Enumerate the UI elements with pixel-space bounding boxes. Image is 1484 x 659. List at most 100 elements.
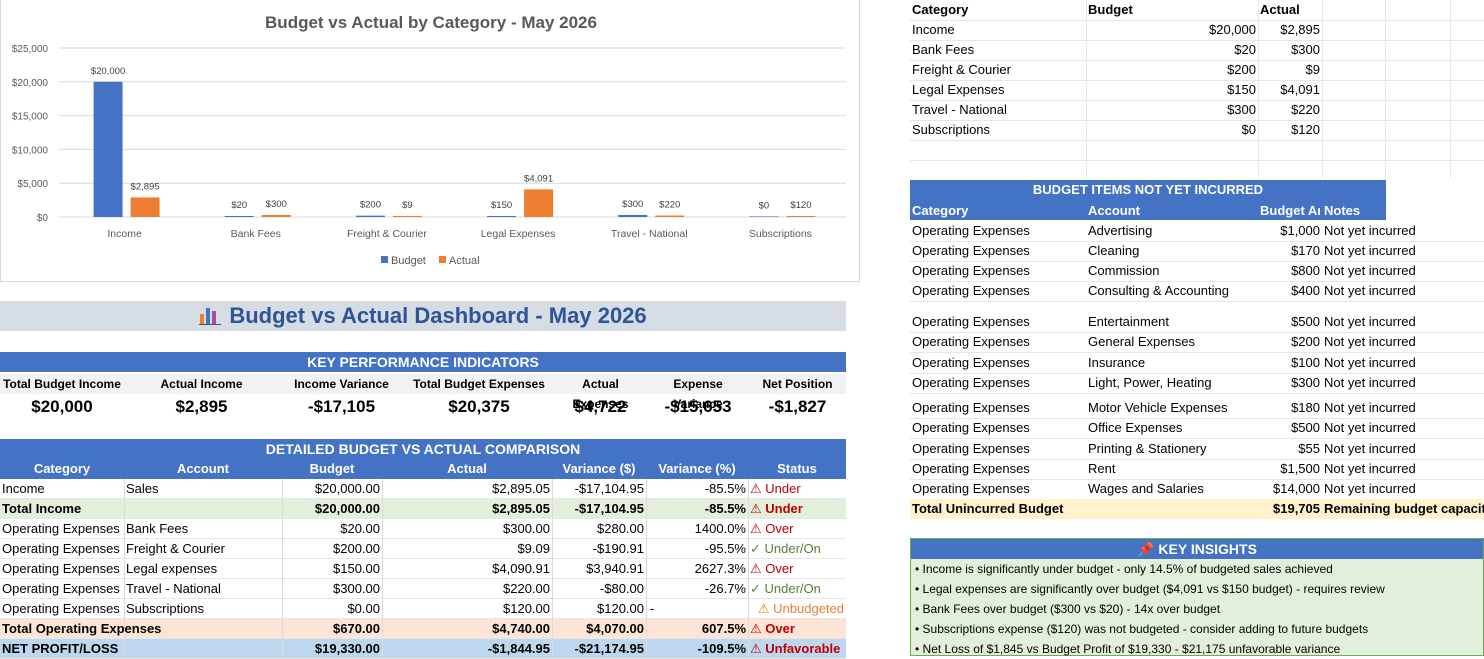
detail-cell-account	[126, 499, 280, 519]
bar-budget	[355, 215, 385, 217]
kpi-header: Total Budget Income	[0, 374, 124, 394]
kpi-value: -$1,827	[768, 397, 827, 416]
unincurred-cell: Not yet incurred	[1324, 420, 1416, 435]
summary-cell: $300	[1227, 102, 1256, 117]
detail-cell-category: Operating Expenses	[2, 581, 120, 596]
grid-line	[910, 479, 1484, 480]
grid-line	[910, 393, 1484, 394]
table-row[interactable]: Income Sales $20,000.00 $2,895.05 -$17,104.9…	[0, 479, 846, 499]
pushpin-icon: 📌	[1137, 541, 1155, 557]
summary-cell: $0	[1241, 122, 1256, 137]
grid-line	[910, 352, 1484, 353]
unincurred-cell: Entertainment	[1088, 314, 1169, 329]
detail-cell-status: ⚠ Under	[750, 481, 801, 496]
grid-line	[910, 281, 1484, 282]
summary-cell: Freight & Courier	[912, 62, 1011, 77]
detail-cell-var: -$190.91	[592, 541, 644, 556]
detail-cell-pct: 2627.3%	[694, 561, 746, 576]
detail-cell-status: ⚠ Unfavorable	[750, 641, 841, 656]
dashboard-title: Budget vs Actual Dashboard - May 2026	[0, 301, 846, 331]
unincurred-cell: Advertising	[1088, 223, 1153, 238]
unincurred-cell: Consulting & Accounting	[1088, 283, 1229, 298]
detail-cell-var: -$80.00	[599, 581, 644, 596]
detail-cell-category: Total Operating Expenses	[2, 621, 162, 636]
insight-item: • Legal expenses are significantly over …	[915, 582, 1385, 596]
unincurred-cell: Not yet incurred	[1324, 375, 1416, 390]
unincurred-cell: $500	[1291, 314, 1320, 329]
kpi-header: Actual Expenses	[554, 374, 647, 411]
unincurred-cell: General Expenses	[1088, 334, 1195, 349]
summary-cell: $300	[1291, 42, 1320, 57]
grid-line	[1322, 0, 1323, 178]
table-row[interactable]: Operating Expenses Bank Fees $20.00 $300.00…	[0, 519, 846, 539]
unincurred-cell: Operating Expenses	[912, 420, 1030, 435]
data-label: $0	[759, 200, 770, 211]
unincurred-cell: Not yet incurred	[1324, 283, 1416, 298]
insight-item: • Subscriptions expense ($120) was not b…	[915, 622, 1369, 636]
table-row[interactable]: Operating Expenses Subscriptions $0.00 $120…	[0, 599, 846, 619]
table-row[interactable]: Operating Expenses Travel - National $300.…	[0, 579, 846, 599]
unincurred-cell: $100	[1291, 355, 1320, 370]
grid-line	[910, 373, 1484, 374]
y-tick-label: $0	[37, 213, 49, 224]
grid-line	[1258, 0, 1259, 178]
chart-canvas: Budget vs Actual by Category - May 2026 $…	[12, 13, 846, 267]
table-row[interactable]: Total Income $20,000.00 $2,895.05 -$17,104.…	[0, 499, 846, 519]
y-tick-label: $15,000	[12, 112, 49, 123]
detail-cell-status: ⚠ Over	[750, 561, 794, 576]
data-label: $150	[491, 200, 512, 211]
detail-cell-pct: -	[650, 601, 655, 616]
budget-vs-actual-chart[interactable]: Budget vs Actual by Category - May 2026 $…	[0, 0, 860, 282]
grid-line	[1385, 0, 1386, 178]
unincurred-cell: $1,000	[1280, 223, 1320, 238]
unincurred-cell: Cleaning	[1088, 243, 1140, 258]
unincurred-cell: Not yet incurred	[1324, 314, 1416, 329]
grid-line	[910, 332, 1484, 333]
unincurred-total-total_value: $19,705	[1273, 501, 1320, 516]
summary-cell: $20,000	[1209, 22, 1256, 37]
table-row[interactable]: NET PROFIT/LOSS $19,330.00 -$1,844.95 -$21,…	[0, 639, 846, 659]
detail-cell-category: Operating Expenses	[2, 521, 120, 536]
kpi-band: KEY PERFORMANCE INDICATORS	[0, 352, 846, 372]
kpi-header: Income Variance	[279, 374, 404, 394]
detail-cell-account: Sales	[126, 481, 159, 496]
summary-cell: Subscriptions	[912, 122, 991, 137]
detail-cell-category: NET PROFIT/LOSS	[2, 641, 119, 656]
grid-line	[910, 40, 1484, 41]
detail-col-header: Budget	[309, 461, 355, 476]
table-row[interactable]: Operating Expenses Legal expenses $150.00 $…	[0, 559, 846, 579]
unincurred-cell: Not yet incurred	[1324, 481, 1416, 496]
summary-cell: $20	[1234, 42, 1256, 57]
unincurred-cell: Insurance	[1088, 355, 1146, 370]
unincurred-cell: Motor Vehicle Expenses	[1088, 400, 1228, 415]
bar-budget	[93, 81, 123, 217]
bar-actual	[130, 197, 160, 217]
grid-line	[910, 459, 1484, 460]
summary-cell: $2,895	[1280, 22, 1320, 37]
kpi-value: -$15,653	[664, 397, 732, 416]
grid-line	[552, 479, 553, 656]
table-row[interactable]: Total Operating Expenses $670.00 $4,740.00…	[0, 619, 846, 639]
detail-cell-budget: $19,330.00	[314, 641, 380, 656]
bar-actual	[524, 189, 554, 217]
kpi-header: Net Position	[749, 374, 846, 394]
grid-line	[910, 80, 1484, 81]
table-row[interactable]: Operating Expenses Freight & Courier $200.…	[0, 539, 846, 559]
unincurred-cell: Operating Expenses	[912, 334, 1030, 349]
detail-cell-category: Income	[2, 481, 45, 496]
detail-cell-budget: $300.00	[333, 581, 380, 596]
detail-cell-var: -$17,104.95	[574, 501, 644, 516]
unincurred-col-header: Budget An	[1260, 203, 1320, 218]
grid-line	[1450, 0, 1451, 178]
unincurred-cell: Operating Expenses	[912, 223, 1030, 238]
summary-cell: Legal Expenses	[912, 82, 1005, 97]
detail-col-header: Account	[177, 461, 229, 476]
x-tick-label: Travel - National	[611, 228, 688, 240]
unincurred-col-header: Category	[912, 203, 969, 218]
unincurred-cell: $500	[1291, 420, 1320, 435]
kpi-value: $4,722	[574, 397, 627, 416]
grid-line	[910, 261, 1484, 262]
detail-cell-status: ✓ Under/On	[750, 541, 821, 556]
detail-cell-actual: $4,090.91	[492, 561, 550, 576]
bar-actual	[261, 214, 291, 217]
